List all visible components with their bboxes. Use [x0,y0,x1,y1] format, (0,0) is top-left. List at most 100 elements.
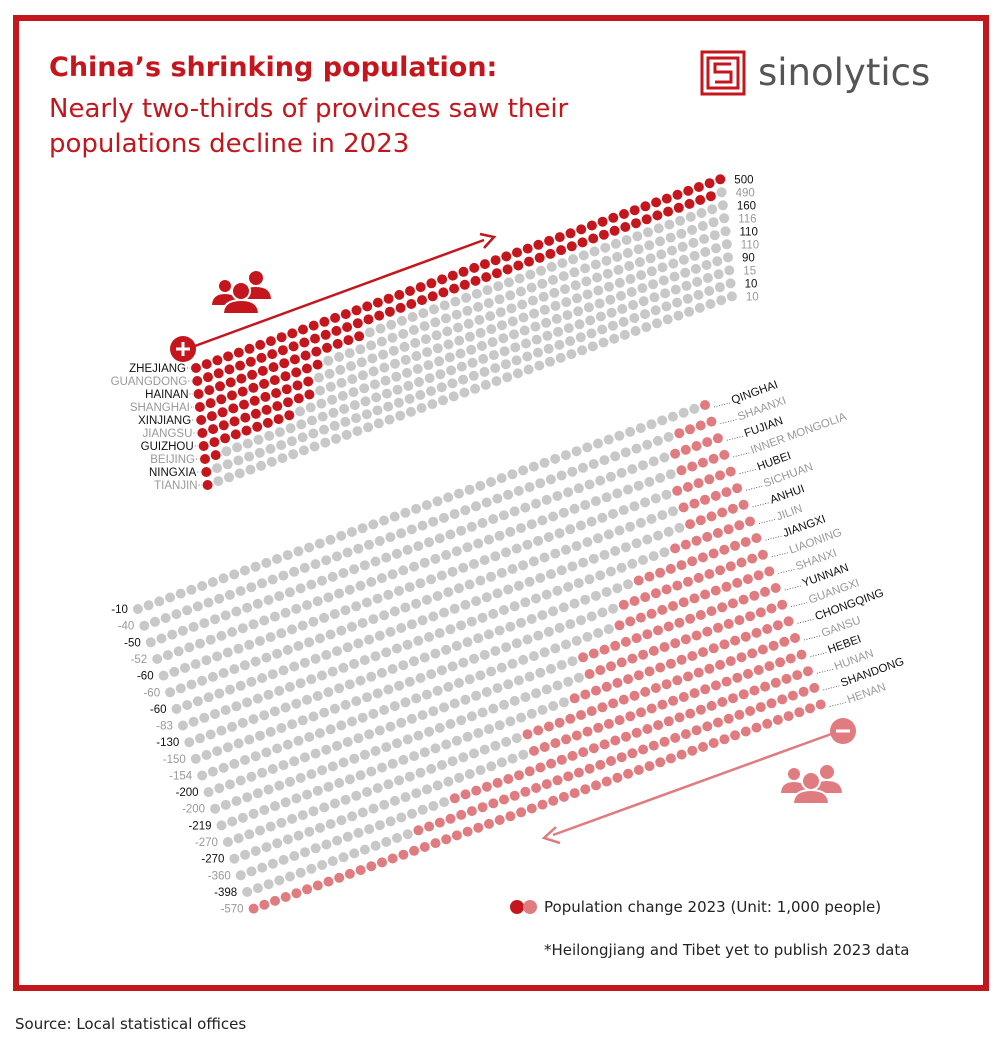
empty-dot [558,271,569,282]
empty-dot [372,405,383,416]
increase-dot [250,408,261,419]
empty-dot [483,298,494,309]
empty-dot [432,685,443,696]
decrease-dot [702,721,713,732]
decrease-dot [578,652,589,663]
empty-dot [475,480,486,491]
empty-dot [374,630,385,641]
decrease-dot [595,759,606,770]
empty-dot [511,543,522,554]
decrease-dot [751,722,762,733]
empty-dot [257,862,268,873]
empty-dot [173,646,184,657]
empty-dot [424,373,435,384]
decrease-dot [665,753,676,764]
empty-dot [340,605,351,616]
empty-dot [329,703,340,714]
increase-dot [241,425,252,436]
empty-dot [588,553,599,564]
decrease-dot [764,661,775,672]
decrease-dot [445,813,456,824]
empty-dot [321,555,332,566]
empty-dot [546,569,556,580]
empty-dot [620,447,631,458]
empty-dot [518,654,529,665]
empty-dot [447,756,458,767]
empty-dot [376,667,387,678]
empty-dot [486,571,496,582]
empty-dot [299,752,310,763]
empty-dot [288,449,299,460]
empty-dot [499,346,510,357]
empty-dot [439,797,450,808]
empty-dot [293,830,304,841]
empty-dot [646,514,657,524]
empty-dot [454,335,465,346]
empty-dot [428,611,439,622]
decrease-dot [413,825,424,836]
empty-dot [359,383,370,394]
decrease-dot [805,703,815,714]
increase-dot [641,214,652,225]
empty-dot [692,276,703,287]
empty-dot [334,351,344,362]
empty-dot [543,626,554,637]
empty-dot [372,783,383,794]
empty-dot [328,407,339,418]
empty-dot [518,465,529,476]
label-leader [791,602,808,608]
empty-dot [567,656,578,667]
empty-dot [160,613,171,623]
value-label: 10 [745,278,758,290]
empty-dot [412,364,423,374]
empty-dot [571,541,582,551]
decrease-dot [635,612,646,623]
empty-dot [565,524,576,535]
empty-dot [231,796,242,806]
decrease-dot [597,702,608,713]
empty-dot [451,546,462,557]
empty-dot [624,261,635,271]
empty-dot [570,280,581,291]
empty-dot [250,751,261,762]
increase-dot [684,198,695,209]
empty-dot [158,670,169,681]
empty-dot [385,816,396,827]
empty-dot [496,662,507,673]
empty-dot [659,547,670,558]
empty-dot [675,215,686,226]
empty-dot [424,537,434,548]
empty-dot [278,760,289,771]
empty-dot [631,538,642,549]
empty-dot [507,564,518,574]
decrease-dot [745,706,756,716]
empty-dot [554,339,565,350]
increase-dot [192,376,203,386]
people-group-icon [209,269,274,315]
decrease-dot [755,607,766,618]
increase-dot [652,210,663,221]
empty-dot [464,579,475,590]
empty-dot [545,474,556,485]
decrease-dot [770,583,781,593]
empty-dot [575,520,586,531]
empty-dot [621,235,632,245]
empty-dot [359,844,370,855]
decrease-dot [537,799,548,810]
empty-dot [325,724,336,735]
empty-dot [535,667,546,678]
decrease-dot [588,743,599,754]
empty-dot [235,680,246,691]
increase-dot [291,367,302,378]
empty-dot [432,591,443,601]
decrease-dot [629,690,640,701]
empty-dot [220,610,231,621]
empty-dot [374,536,385,546]
empty-dot [439,300,450,311]
increase-dot [311,346,322,357]
empty-dot [379,610,390,621]
decrease-dot [650,683,661,693]
empty-dot [462,637,473,648]
decrease-dot [672,580,683,591]
increase-dot [524,256,534,267]
